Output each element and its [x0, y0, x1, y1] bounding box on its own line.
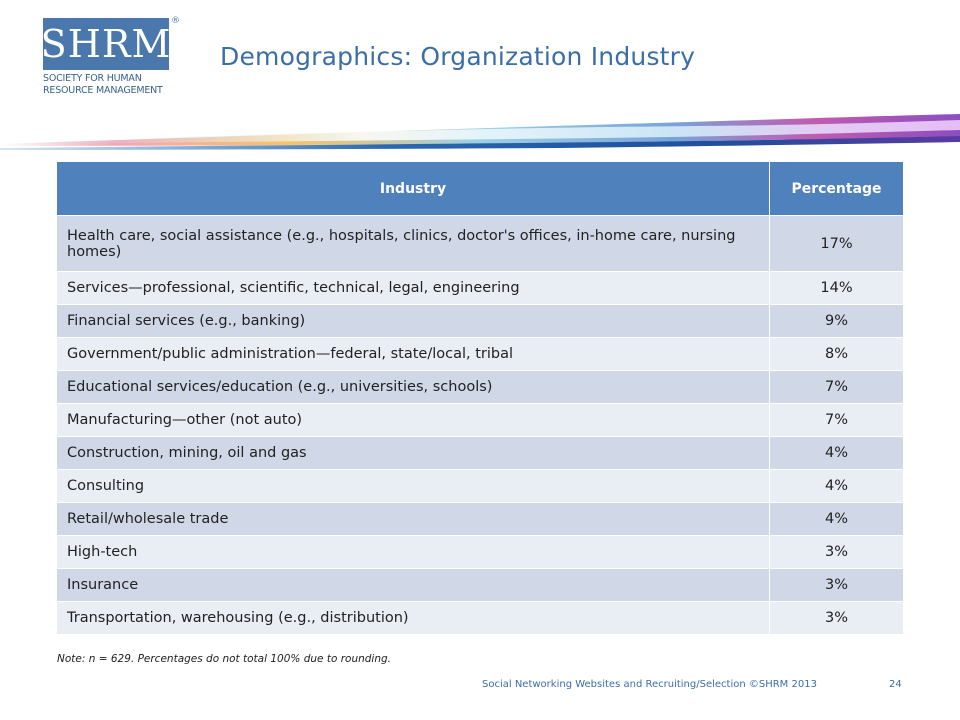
percentage-cell: 3%: [770, 569, 903, 602]
header-industry: Industry: [57, 162, 770, 216]
industry-cell: Health care, social assistance (e.g., ho…: [57, 216, 770, 272]
logo-subtitle-line2: RESOURCE MANAGEMENT: [43, 85, 163, 96]
registered-mark: ®: [171, 16, 180, 26]
percentage-cell: 4%: [770, 470, 903, 503]
header-percentage: Percentage: [770, 162, 903, 216]
table-row: Health care, social assistance (e.g., ho…: [57, 216, 903, 272]
table-row: Transportation, warehousing (e.g., distr…: [57, 602, 903, 635]
table-row: Government/public administration—federal…: [57, 338, 903, 371]
industry-cell: Educational services/education (e.g., un…: [57, 371, 770, 404]
industry-cell: Transportation, warehousing (e.g., distr…: [57, 602, 770, 635]
industry-table: Industry Percentage Health care, social …: [57, 162, 903, 635]
percentage-cell: 4%: [770, 437, 903, 470]
percentage-cell: 14%: [770, 272, 903, 305]
footer-text: Social Networking Websites and Recruitin…: [482, 679, 817, 690]
table-row: Services—professional, scientific, techn…: [57, 272, 903, 305]
table-row: Consulting 4%: [57, 470, 903, 503]
logo-wordmark: SHRM: [40, 22, 172, 66]
industry-cell: Manufacturing—other (not auto): [57, 404, 770, 437]
page-number: 24: [889, 679, 902, 690]
percentage-cell: 7%: [770, 404, 903, 437]
logo-subtitle: SOCIETY FOR HUMAN RESOURCE MANAGEMENT: [43, 73, 183, 97]
table-row: Manufacturing—other (not auto) 7%: [57, 404, 903, 437]
logo-mark: SHRM: [40, 18, 172, 70]
slide-title: Demographics: Organization Industry: [220, 42, 696, 71]
percentage-cell: 3%: [770, 602, 903, 635]
percentage-cell: 8%: [770, 338, 903, 371]
shrm-logo: SHRM ® SOCIETY FOR HUMAN RESOURCE MANAGE…: [40, 16, 180, 98]
logo-subtitle-line1: SOCIETY FOR HUMAN: [43, 73, 142, 84]
percentage-cell: 17%: [770, 216, 903, 272]
percentage-cell: 3%: [770, 536, 903, 569]
table-row: Construction, mining, oil and gas 4%: [57, 437, 903, 470]
industry-cell: Insurance: [57, 569, 770, 602]
table-row: Financial services (e.g., banking) 9%: [57, 305, 903, 338]
table-header-row: Industry Percentage: [57, 162, 903, 216]
industry-cell: Consulting: [57, 470, 770, 503]
table-row: Retail/wholesale trade 4%: [57, 503, 903, 536]
table-row: Educational services/education (e.g., un…: [57, 371, 903, 404]
industry-cell: Retail/wholesale trade: [57, 503, 770, 536]
industry-cell: High-tech: [57, 536, 770, 569]
industry-cell: Financial services (e.g., banking): [57, 305, 770, 338]
percentage-cell: 4%: [770, 503, 903, 536]
industry-cell: Construction, mining, oil and gas: [57, 437, 770, 470]
percentage-cell: 9%: [770, 305, 903, 338]
footnote: Note: n = 629. Percentages do not total …: [57, 653, 392, 665]
table-row: High-tech 3%: [57, 536, 903, 569]
percentage-cell: 7%: [770, 371, 903, 404]
industry-cell: Government/public administration—federal…: [57, 338, 770, 371]
decorative-swoosh: [0, 114, 960, 150]
industry-cell: Services—professional, scientific, techn…: [57, 272, 770, 305]
table-row: Insurance 3%: [57, 569, 903, 602]
